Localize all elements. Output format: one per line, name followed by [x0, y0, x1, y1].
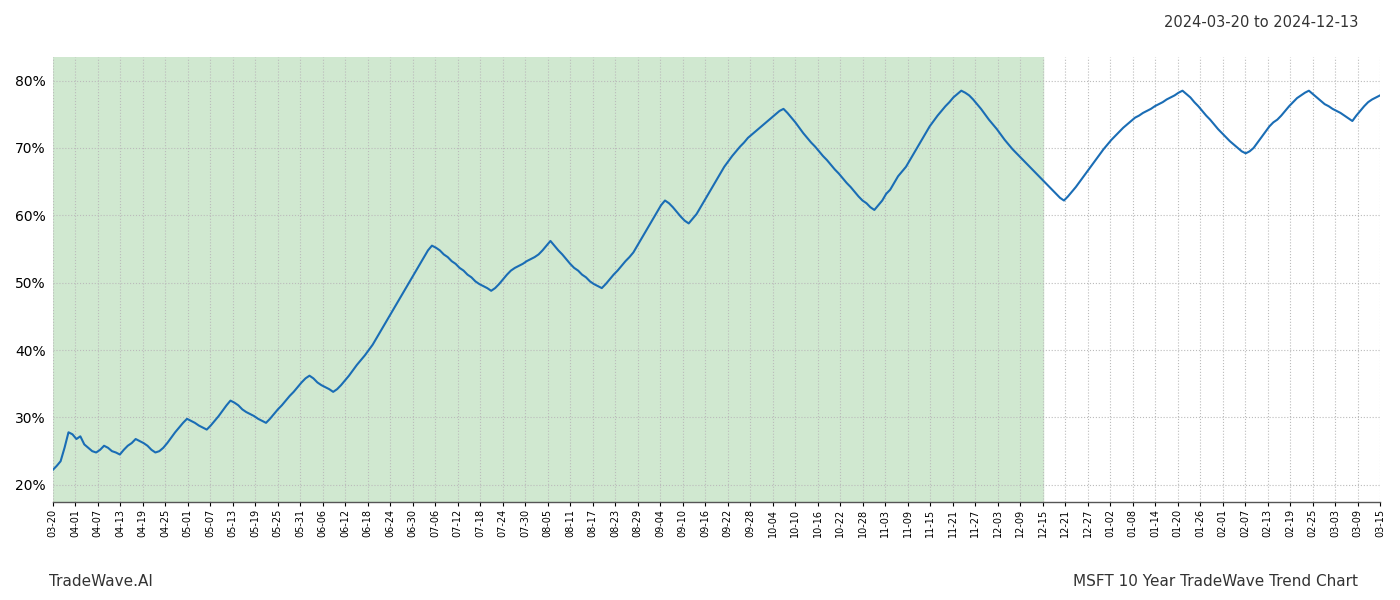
Text: 2024-03-20 to 2024-12-13: 2024-03-20 to 2024-12-13	[1163, 15, 1358, 30]
Text: TradeWave.AI: TradeWave.AI	[49, 574, 153, 589]
Text: MSFT 10 Year TradeWave Trend Chart: MSFT 10 Year TradeWave Trend Chart	[1072, 574, 1358, 589]
Bar	[53, 57, 1043, 502]
